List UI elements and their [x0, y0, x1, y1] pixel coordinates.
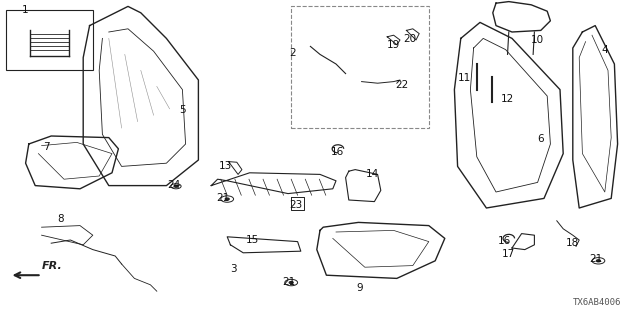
Text: 10: 10 — [531, 35, 544, 45]
Text: 18: 18 — [566, 238, 579, 248]
Text: 2: 2 — [289, 48, 296, 58]
Bar — [291, 6, 429, 128]
Text: 22: 22 — [396, 80, 408, 90]
Circle shape — [225, 198, 229, 200]
Circle shape — [174, 185, 178, 187]
Text: 23: 23 — [289, 200, 302, 210]
Text: 19: 19 — [387, 40, 399, 51]
Text: 13: 13 — [219, 161, 232, 172]
Circle shape — [289, 282, 293, 284]
Text: 21: 21 — [589, 254, 602, 264]
Text: 9: 9 — [356, 283, 363, 293]
Circle shape — [596, 260, 600, 262]
Text: TX6AB4006: TX6AB4006 — [572, 298, 621, 307]
Text: 16: 16 — [331, 147, 344, 157]
Text: 15: 15 — [246, 235, 259, 245]
Text: 16: 16 — [498, 236, 511, 246]
Text: 3: 3 — [230, 264, 237, 274]
Bar — [6, 10, 93, 70]
Text: 8: 8 — [58, 214, 64, 224]
Text: 14: 14 — [366, 169, 379, 180]
Text: 6: 6 — [538, 134, 544, 144]
Text: 1: 1 — [22, 4, 29, 15]
Text: 7: 7 — [43, 142, 49, 152]
Text: 11: 11 — [458, 73, 470, 84]
Text: 21: 21 — [216, 193, 229, 203]
Text: 17: 17 — [502, 249, 515, 260]
Text: FR.: FR. — [42, 261, 62, 271]
Text: 12: 12 — [501, 94, 514, 104]
Text: 24: 24 — [168, 180, 180, 190]
Text: 20: 20 — [404, 34, 417, 44]
Text: 5: 5 — [179, 105, 186, 116]
Text: 4: 4 — [602, 44, 608, 55]
Text: 21: 21 — [283, 276, 296, 287]
